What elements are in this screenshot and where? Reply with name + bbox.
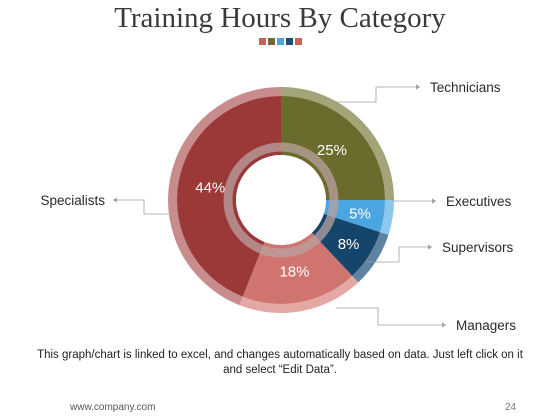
callout-arrow xyxy=(428,244,432,250)
decor-square xyxy=(268,38,275,45)
slice-value-label: 8% xyxy=(338,236,360,253)
callout-arrow xyxy=(442,322,446,328)
decor-square xyxy=(277,38,284,45)
footer-website: www.company.com xyxy=(70,402,156,413)
title-decoration xyxy=(259,38,302,45)
slice-ring-managers xyxy=(239,275,359,313)
callout-arrow xyxy=(416,84,420,90)
chart-caption: This graph/chart is linked to excel, and… xyxy=(37,349,523,376)
category-label-managers: Managers xyxy=(456,318,516,333)
donut-hole xyxy=(236,155,326,245)
callout-line xyxy=(336,307,446,326)
chart-title: Training Hours By Category xyxy=(114,2,446,34)
decor-square xyxy=(295,38,302,45)
slice-value-label: 25% xyxy=(317,142,347,159)
category-label-executives: Executives xyxy=(446,194,512,209)
category-label-technicians: Technicians xyxy=(430,80,501,95)
category-label-specialists: Specialists xyxy=(40,193,105,208)
category-label-supervisors: Supervisors xyxy=(442,240,514,255)
inner-ring xyxy=(223,142,339,258)
callout-line xyxy=(113,199,172,215)
slice-ring-technicians xyxy=(281,87,394,200)
decor-square xyxy=(286,38,293,45)
page-number: 24 xyxy=(505,402,517,413)
slice-ring-supervisors xyxy=(352,232,389,283)
slice-executives xyxy=(323,200,385,233)
slice-ring-executives xyxy=(379,200,394,235)
slice-value-label: 5% xyxy=(349,206,371,223)
slice-value-label: 18% xyxy=(279,264,309,281)
slice-value-label: 44% xyxy=(195,180,225,197)
callout-arrow xyxy=(113,197,117,203)
callout-line xyxy=(335,86,420,103)
callout-arrow xyxy=(432,198,436,204)
slice-technicians xyxy=(281,96,385,200)
decor-square xyxy=(259,38,266,45)
callout-line xyxy=(366,246,432,263)
